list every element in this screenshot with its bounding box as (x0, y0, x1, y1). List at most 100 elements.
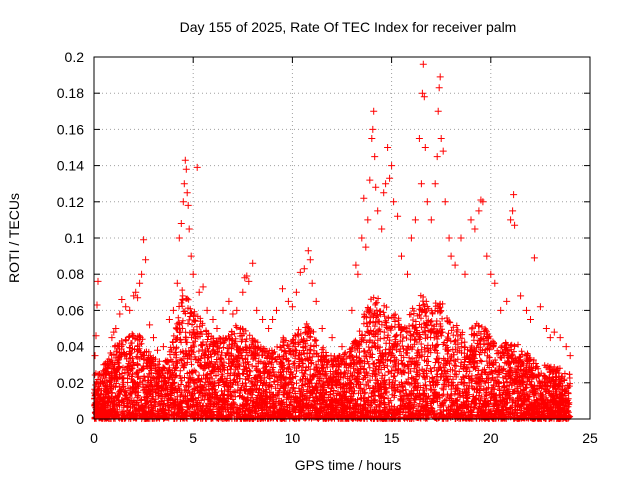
roti-point (417, 180, 425, 188)
roti-point (546, 334, 554, 342)
roti-point (189, 270, 197, 278)
y-tick-label: 0.06 (57, 302, 84, 318)
roti-point (91, 352, 99, 360)
roti-point (249, 259, 257, 267)
roti-point (394, 212, 402, 220)
roti-point (118, 296, 126, 303)
roti-point (110, 328, 118, 336)
roti-point (126, 306, 134, 314)
roti-point (184, 201, 192, 209)
roti-point (154, 346, 161, 354)
y-tick-labels: 0 0.02 0.04 0.06 0.08 0.1 0.12 0.14 0.16 0.18 0.2 (57, 49, 84, 427)
roti-point (507, 216, 515, 224)
roti-point (382, 180, 390, 188)
roti-point (358, 234, 366, 242)
roti-point (338, 343, 346, 351)
roti-point (437, 135, 445, 142)
roti-point (233, 306, 241, 314)
x-tick-label: 25 (582, 430, 598, 446)
roti-point (360, 194, 368, 202)
roti-point (116, 310, 124, 318)
roti-point (112, 325, 120, 332)
x-tick-labels: 0 5 10 15 20 25 (90, 430, 598, 446)
roti-point (265, 325, 273, 332)
roti-point (427, 216, 435, 224)
y-tick-label: 0.18 (57, 85, 84, 101)
roti-point (288, 303, 296, 311)
x-tick-label: 15 (384, 430, 400, 446)
y-tick-label: 0.16 (57, 121, 84, 137)
roti-point (100, 361, 108, 369)
roti-point (404, 270, 411, 278)
roti-point (371, 153, 379, 161)
roti-point (354, 270, 362, 278)
roti-point (441, 198, 449, 206)
roti-point (384, 144, 392, 151)
roti-point (419, 60, 427, 68)
roti-point (229, 310, 237, 318)
roti-point (487, 270, 495, 278)
roti-point (146, 321, 154, 329)
y-tick-label: 0.1 (65, 230, 85, 246)
roti-point (556, 334, 564, 342)
roti-point (199, 283, 207, 291)
plot-frame (93, 56, 591, 420)
roti-point (418, 89, 426, 97)
roti-point (497, 306, 505, 314)
roti-point (108, 334, 116, 342)
roti-point (93, 301, 101, 309)
x-tick-label: 0 (90, 430, 98, 446)
roti-point (536, 303, 544, 311)
roti-point (566, 352, 574, 360)
roti-point (368, 135, 376, 142)
roti-point (138, 270, 146, 278)
roti-series-points (91, 60, 574, 387)
roti-point (475, 207, 483, 215)
roti-point (366, 176, 374, 184)
roti-point (362, 243, 370, 251)
roti-point (195, 288, 203, 296)
roti-point (159, 343, 167, 351)
roti-point (411, 216, 419, 224)
roti-point (439, 147, 447, 155)
roti-point (370, 107, 378, 115)
roti-point (318, 325, 326, 332)
roti-point (352, 261, 360, 269)
roti-point (239, 288, 247, 296)
roti-point (187, 252, 195, 260)
y-tick-label: 0.08 (57, 266, 84, 282)
roti-point (134, 294, 142, 302)
roti-point (269, 316, 277, 323)
x-tick-label: 10 (285, 430, 301, 446)
roti-point (550, 328, 558, 336)
x-tick-label: 5 (189, 430, 197, 446)
roti-point (182, 165, 190, 173)
roti-point (423, 198, 431, 206)
roti-point (388, 162, 396, 170)
roti-point (511, 221, 519, 229)
roti-point (530, 254, 538, 262)
roti-point (503, 297, 511, 305)
roti-point (308, 279, 316, 287)
roti-point (279, 285, 286, 293)
roti-point (434, 107, 442, 115)
roti-point (173, 279, 181, 287)
roti-point (193, 163, 201, 171)
roti-point (181, 156, 189, 164)
roti-point (386, 174, 394, 182)
roti-point (328, 334, 336, 342)
roti-point (292, 288, 300, 296)
roti-point (378, 225, 386, 233)
roti-point (542, 325, 550, 332)
roti-point (527, 316, 534, 323)
roti-point (435, 84, 443, 92)
y-tick-label: 0.04 (57, 339, 84, 355)
roti-point (491, 279, 499, 287)
roti-point (304, 247, 312, 255)
roti-point (312, 297, 320, 305)
y-axis-label: ROTI / TECUs (6, 193, 22, 283)
roti-point (219, 306, 227, 314)
roti-point (398, 252, 405, 260)
roti-point (150, 334, 157, 342)
x-axis-label: GPS time / hours (295, 457, 402, 473)
